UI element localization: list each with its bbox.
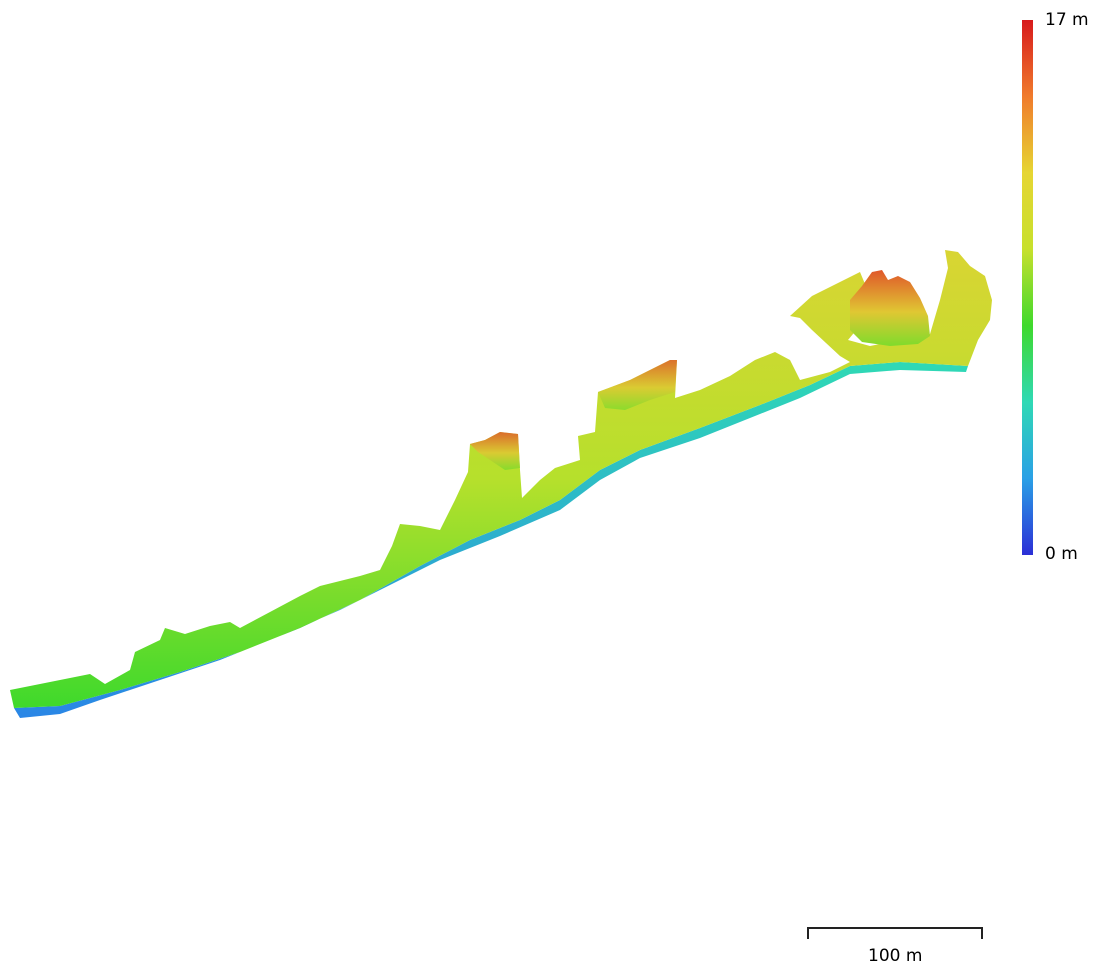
terrain-band — [10, 250, 992, 708]
terrain-peak — [850, 270, 930, 346]
elevation-legend-bar — [1022, 20, 1033, 555]
scale-label: 100 m — [868, 946, 923, 966]
legend-max-label: 17 m — [1045, 10, 1089, 30]
legend-min-label: 0 m — [1045, 544, 1078, 564]
scale-bar — [807, 927, 983, 939]
terrain-ridge — [470, 432, 520, 470]
terrain-ridge — [598, 360, 677, 410]
